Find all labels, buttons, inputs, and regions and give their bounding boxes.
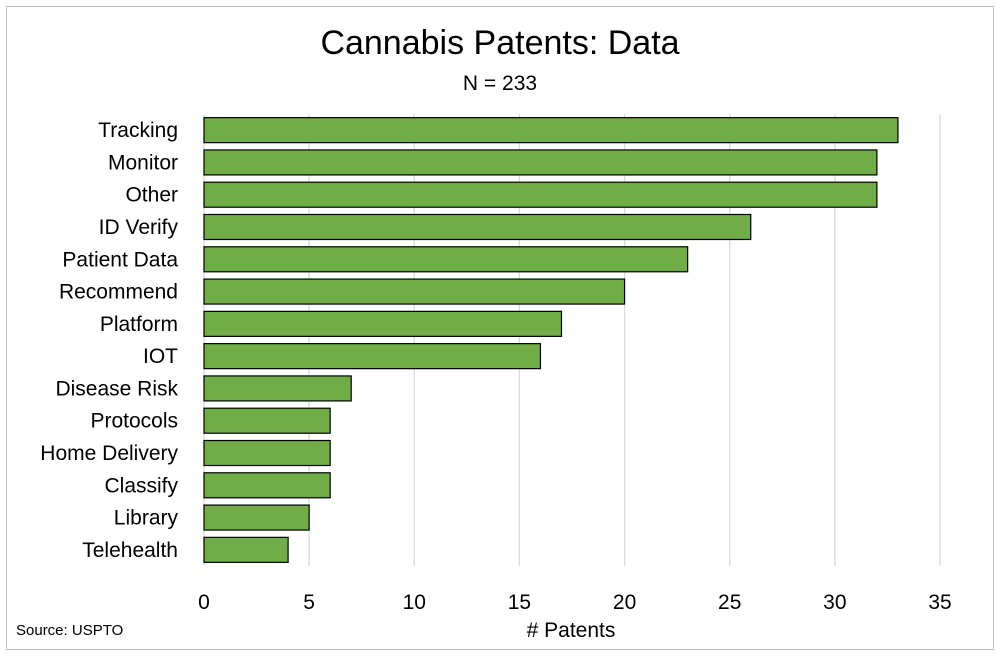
bar-home-delivery <box>203 439 331 467</box>
bars <box>203 117 899 563</box>
bar-telehealth <box>203 536 289 563</box>
category-label: Platform <box>100 313 178 336</box>
category-label: Patient Data <box>62 248 178 271</box>
bar-protocols <box>203 407 331 434</box>
x-tick-label: 20 <box>613 591 636 614</box>
bar-monitor <box>203 149 878 176</box>
category-labels: Tracking Monitor Other ID Verify Patient Dat… <box>40 119 178 562</box>
category-label: Classify <box>104 474 178 497</box>
bar-patient-data <box>203 246 689 273</box>
category-label: Tracking <box>98 119 178 142</box>
x-tick-labels: 0 5 10 15 20 25 30 35 <box>198 591 952 614</box>
bar-other <box>203 181 878 208</box>
x-tick-label: 5 <box>303 591 315 614</box>
category-label: Monitor <box>108 151 178 174</box>
bar-classify <box>203 472 331 499</box>
x-tick-label: 35 <box>928 591 951 614</box>
bar-recommend <box>203 278 626 305</box>
x-axis-title: # Patents <box>527 619 616 642</box>
x-tick-label: 30 <box>823 591 846 614</box>
source-note: Source: USPTO <box>16 622 124 639</box>
category-label: Other <box>125 184 178 207</box>
x-tick-label: 15 <box>508 591 531 614</box>
chart-title: Cannabis Patents: Data <box>320 24 680 62</box>
bar-platform <box>203 310 563 337</box>
x-tick-label: 25 <box>718 591 741 614</box>
category-label: IOT <box>143 345 178 368</box>
bar-disease-risk <box>203 375 352 402</box>
bar-library <box>203 504 310 531</box>
category-label: Protocols <box>90 410 178 433</box>
category-label: ID Verify <box>99 216 179 239</box>
category-label: Recommend <box>59 281 178 304</box>
category-label: Telehealth <box>82 539 178 562</box>
category-label: Library <box>114 507 179 530</box>
bar-id-verify <box>203 213 752 241</box>
x-tick-label: 10 <box>403 591 426 614</box>
bar-tracking <box>203 117 899 144</box>
category-label: Home Delivery <box>40 442 178 465</box>
bar-iot <box>203 343 542 370</box>
chart-subtitle: N = 233 <box>462 72 538 95</box>
category-label: Disease Risk <box>55 377 178 400</box>
x-tick-label: 0 <box>198 591 210 614</box>
